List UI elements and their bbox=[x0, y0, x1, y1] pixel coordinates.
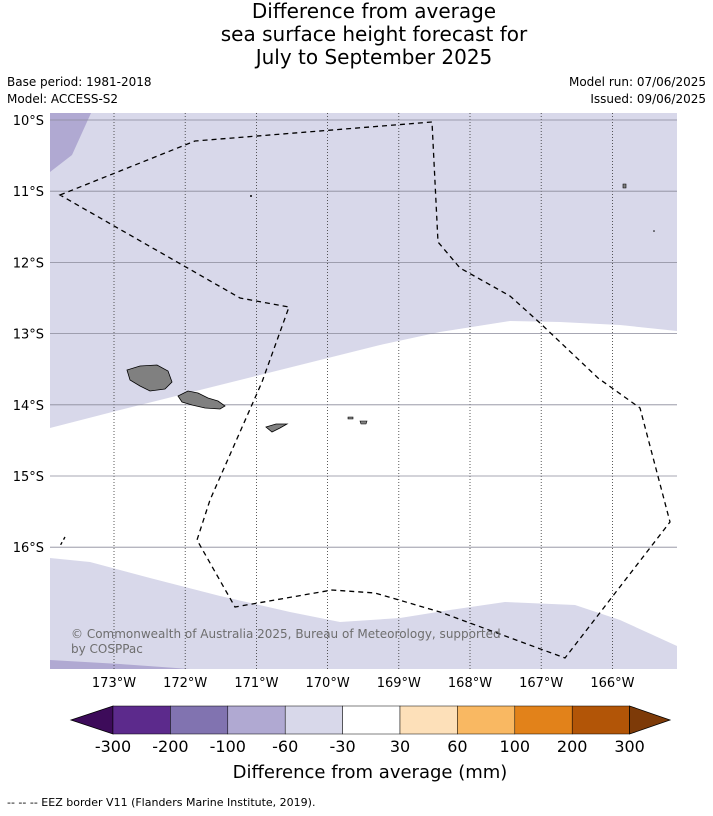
title-line-2: sea surface height forecast for bbox=[220, 22, 528, 46]
longitude-label: 169°W bbox=[377, 676, 421, 691]
colorbar-tick-label: -100 bbox=[210, 737, 246, 756]
colorbar-min-arrow bbox=[69, 705, 114, 735]
longitude-label: 170°W bbox=[306, 676, 350, 691]
issued-date: Issued: 09/06/2025 bbox=[590, 92, 706, 106]
longitude-label: 167°W bbox=[519, 676, 563, 691]
latitude-labels: 10°S 11°S 12°S 13°S 14°S 15°S 16°S bbox=[13, 114, 44, 556]
latitude-label: 15°S bbox=[13, 470, 44, 485]
colorbar-segment bbox=[514, 705, 573, 735]
latitude-label: 14°S bbox=[13, 399, 44, 414]
colorbar-segment bbox=[112, 705, 171, 735]
manua-island-1 bbox=[347, 416, 354, 420]
colorbar-tick-label: -200 bbox=[152, 737, 188, 756]
model-name: Model: ACCESS-S2 bbox=[7, 92, 119, 106]
base-period: Base period: 1981-2018 bbox=[7, 75, 152, 89]
map-area: © Commonwealth of Australia 2025, Bureau… bbox=[50, 113, 677, 669]
south-deep-strip bbox=[50, 660, 190, 669]
tutuila-island bbox=[265, 423, 289, 433]
colorbar-title: Difference from average (mm) bbox=[233, 762, 508, 783]
colorbar-segment bbox=[284, 705, 343, 735]
longitude-label: 173°W bbox=[92, 676, 136, 691]
manua-island-2 bbox=[359, 420, 368, 425]
model-run: Model run: 07/06/2025 bbox=[568, 75, 706, 89]
latitude-label: 12°S bbox=[13, 256, 44, 271]
colorbar-tick-label: 30 bbox=[390, 737, 410, 756]
longitude-label: 168°W bbox=[448, 676, 492, 691]
parallel-lines bbox=[50, 119, 677, 548]
northwest-anomaly-region bbox=[50, 113, 91, 172]
colorbar-tick-label: -60 bbox=[272, 737, 298, 756]
longitude-label: 171°W bbox=[234, 676, 278, 691]
credit-line-1: © Commonwealth of Australia 2025, Bureau… bbox=[71, 627, 501, 641]
latitude-label: 13°S bbox=[13, 328, 44, 343]
meta-right: Model run: 07/06/2025 Issued: 09/06/2025 bbox=[569, 74, 706, 108]
map-title: Difference from average sea surface heig… bbox=[0, 0, 713, 69]
colorbar-tick-label: -300 bbox=[95, 737, 131, 756]
title-line-3: July to September 2025 bbox=[255, 45, 493, 69]
colorbar-segment bbox=[342, 705, 401, 735]
colorbar-tick-label: 100 bbox=[500, 737, 531, 756]
meta-left: Base period: 1981-2018 Model: ACCESS-S2 bbox=[7, 74, 152, 108]
latitude-label: 10°S bbox=[13, 114, 44, 129]
colorbar-segment bbox=[571, 705, 630, 735]
small-islet-1 bbox=[622, 183, 627, 189]
small-islet-2 bbox=[250, 195, 252, 197]
colorbar-segment bbox=[399, 705, 458, 735]
title-line-1: Difference from average bbox=[251, 0, 497, 23]
small-islet-3 bbox=[653, 230, 655, 232]
latitude-label: 16°S bbox=[13, 541, 44, 556]
eez-border-fragment bbox=[59, 536, 66, 547]
longitude-labels: 173°W 172°W 171°W 170°W 169°W 168°W 167°W 166°W bbox=[92, 676, 635, 691]
longitude-label: 172°W bbox=[163, 676, 207, 691]
colorbar-segment bbox=[227, 705, 286, 735]
colorbar-tick-label: 60 bbox=[447, 737, 467, 756]
south-anomaly-region bbox=[50, 558, 677, 669]
credit-line-2: by COSPPac bbox=[71, 642, 143, 656]
eez-border bbox=[58, 121, 671, 659]
colorbar-max-arrow bbox=[629, 705, 672, 735]
north-anomaly-region bbox=[50, 113, 677, 428]
savaii-island bbox=[126, 364, 173, 392]
colorbar-tick-label: 300 bbox=[614, 737, 645, 756]
colorbar-tick-label: -30 bbox=[330, 737, 356, 756]
colorbar-segment bbox=[457, 705, 516, 735]
longitude-label: 166°W bbox=[590, 676, 634, 691]
upolu-island bbox=[177, 390, 226, 410]
latitude-label: 11°S bbox=[13, 185, 44, 200]
colorbar-segment bbox=[170, 705, 229, 735]
eez-legend-footer: -- -- -- EEZ border V11 (Flanders Marine… bbox=[7, 796, 316, 809]
colorbar: -300 -200 -100 -60 -30 30 60 100 200 300 bbox=[69, 705, 672, 756]
colorbar-tick-label: 200 bbox=[557, 737, 588, 756]
